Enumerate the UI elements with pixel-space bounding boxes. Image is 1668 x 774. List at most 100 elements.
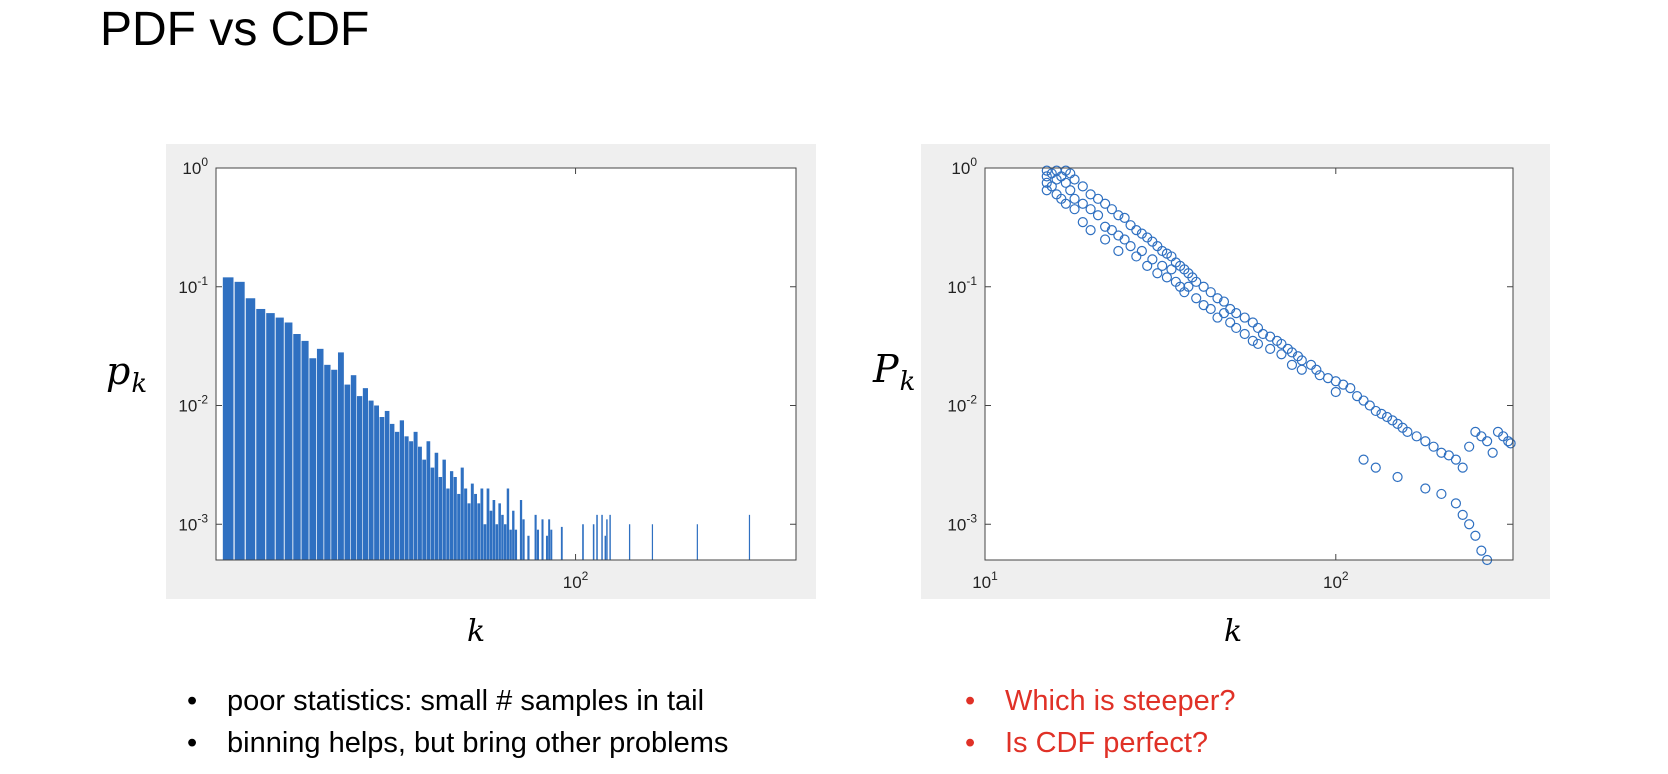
bar xyxy=(434,452,439,560)
bar xyxy=(222,277,234,560)
bar xyxy=(413,431,418,560)
question-item: Is CDF perfect? xyxy=(965,722,1236,764)
scatter-point xyxy=(1239,328,1250,340)
question-item: Which is steeper? xyxy=(965,680,1236,722)
right-bullet-list: Which is steeper? Is CDF perfect? xyxy=(965,680,1236,764)
scatter-point xyxy=(1464,519,1475,530)
scatter-point xyxy=(1183,281,1194,292)
scatter-point xyxy=(1364,400,1375,411)
bar xyxy=(545,535,548,560)
cdf-y-axis-label: Pk xyxy=(873,347,916,397)
y-tick-label: 10-2 xyxy=(947,393,977,416)
axes-box xyxy=(215,167,797,561)
y-tick-label: 10-1 xyxy=(947,274,977,297)
scatter-point xyxy=(1113,210,1124,221)
bar xyxy=(519,500,523,560)
bar xyxy=(442,459,446,560)
bar xyxy=(457,493,461,560)
scatter-point xyxy=(1376,408,1387,419)
scatter-point xyxy=(1191,276,1202,287)
scatter-point xyxy=(1420,436,1431,447)
scatter-point xyxy=(1069,204,1080,215)
scatter-point xyxy=(1069,174,1080,185)
bar xyxy=(474,493,477,560)
scatter-point xyxy=(1436,488,1447,500)
bar xyxy=(409,441,414,560)
slide-title: PDF vs CDF xyxy=(100,3,370,56)
scatter-point xyxy=(1065,185,1076,196)
bar xyxy=(470,483,474,560)
scatter-point xyxy=(1450,498,1462,509)
bar xyxy=(550,529,553,560)
bar xyxy=(489,510,493,560)
bar xyxy=(449,471,454,560)
bar xyxy=(399,420,405,560)
scatter-point xyxy=(1131,224,1142,236)
bar xyxy=(362,388,368,560)
bar xyxy=(495,524,499,560)
scatter-point xyxy=(1252,322,1264,334)
cdf-chart: 100 10-1 10-2 10-3 101 102 xyxy=(921,144,1550,599)
bar xyxy=(368,400,374,560)
bar xyxy=(477,503,481,560)
scatter-point xyxy=(1136,228,1147,239)
bar xyxy=(256,308,266,560)
bar xyxy=(324,364,331,560)
plot-area xyxy=(985,168,1513,560)
bar xyxy=(592,524,595,560)
pdf-chart-svg: 100 10-1 10-2 10-3 102 xyxy=(178,155,797,592)
y-tick-label: 10-3 xyxy=(178,511,208,534)
scatter-point xyxy=(1191,293,1202,304)
bar xyxy=(467,503,471,560)
scatter-point xyxy=(1119,212,1130,224)
scatter-point xyxy=(1212,293,1223,304)
bar xyxy=(527,535,530,560)
bar xyxy=(284,322,293,560)
cdf-chart-svg: 100 10-1 10-2 10-3 101 102 xyxy=(947,155,1516,592)
bar xyxy=(234,281,245,560)
bar xyxy=(394,431,400,560)
scatter-point xyxy=(1060,177,1071,188)
scatter-point xyxy=(1113,245,1124,257)
scatter-point xyxy=(1147,254,1158,265)
bullet-item: poor statistics: small # samples in tail xyxy=(187,680,728,722)
scatter-point xyxy=(1286,359,1298,370)
y-tick-label: 10-3 xyxy=(947,511,977,534)
left-bullet-list: poor statistics: small # samples in tail… xyxy=(187,680,728,764)
bar xyxy=(404,436,409,560)
bar xyxy=(492,500,496,560)
bar xyxy=(522,519,525,560)
y-tick-label: 100 xyxy=(951,155,977,178)
bar xyxy=(609,514,611,560)
scatter-point xyxy=(1225,317,1236,328)
scatter-point xyxy=(1231,307,1242,319)
bar xyxy=(426,441,431,560)
scatter-point xyxy=(1041,165,1052,176)
bar xyxy=(541,519,544,560)
scatter-point xyxy=(1470,530,1481,541)
scatter-point xyxy=(1482,436,1493,447)
bar xyxy=(418,446,422,560)
scatter-point xyxy=(1218,296,1230,307)
scatter-point xyxy=(1402,426,1413,437)
scatter-point xyxy=(1505,438,1516,449)
bar xyxy=(503,524,507,560)
bar xyxy=(245,298,256,560)
scatter-point xyxy=(1392,471,1403,483)
scatter-point xyxy=(1231,322,1242,334)
scatter-point xyxy=(1092,193,1104,204)
scatter-point xyxy=(1157,260,1168,271)
bar xyxy=(534,514,537,560)
scatter-point xyxy=(1100,234,1111,245)
bar xyxy=(536,529,539,560)
scatter-point xyxy=(1077,217,1088,228)
scatter-point xyxy=(1119,234,1130,245)
scatter-point xyxy=(1428,441,1439,452)
bar xyxy=(464,488,468,560)
scatter-point xyxy=(1276,349,1287,360)
bar xyxy=(651,524,654,560)
scatter-point xyxy=(1142,260,1153,271)
scatter-point xyxy=(1198,281,1209,292)
scatter-point xyxy=(1370,405,1381,417)
scatter-point xyxy=(1257,328,1269,340)
